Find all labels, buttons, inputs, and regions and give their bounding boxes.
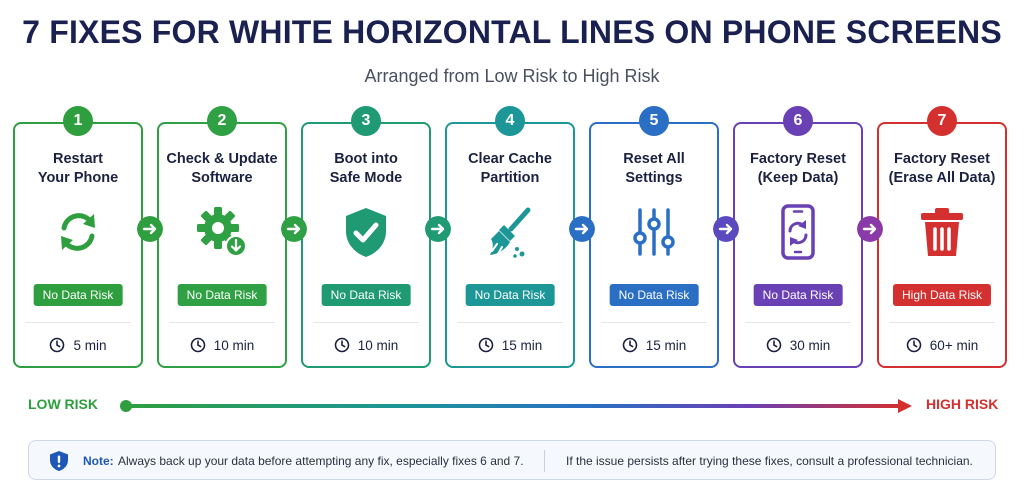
- step-number-6: 6: [783, 106, 813, 136]
- step-title: Restart Your Phone: [37, 151, 119, 186]
- time-value: 30 min: [789, 337, 831, 353]
- note-text-backup: Always back up your data before attempti…: [118, 454, 524, 468]
- time-estimate: 10 min: [159, 332, 285, 358]
- step-card-3: Boot into Safe Mode No Data Risk 10 min: [301, 122, 431, 368]
- time-value: 10 min: [213, 337, 255, 353]
- step-number-2: 2: [207, 106, 237, 136]
- clock-icon: [622, 337, 638, 353]
- arrow-right-icon: [569, 216, 595, 242]
- phone-sync-icon: [781, 204, 815, 260]
- clock-icon: [766, 337, 782, 353]
- low-risk-label: LOW RISK: [28, 396, 98, 412]
- step-card-4: Clear Cache Partition No Data Risk 15 mi…: [445, 122, 575, 368]
- card-divider: [889, 322, 995, 323]
- note-box: Note: Always back up your data before at…: [28, 440, 996, 480]
- step-title: Check & Update Software: [166, 151, 278, 186]
- risk-badge: No Data Risk: [321, 284, 411, 306]
- settings-update-icon: [197, 207, 247, 257]
- clock-icon: [478, 337, 494, 353]
- step-card-1: Restart Your Phone No Data Risk 5 min: [13, 122, 143, 368]
- risk-badge: No Data Risk: [465, 284, 555, 306]
- high-risk-label: HIGH RISK: [926, 396, 999, 412]
- step-title: Clear Cache Partition: [468, 151, 552, 186]
- note-text-technician: If the issue persists after trying these…: [566, 454, 973, 468]
- step-card-5: Reset All Settings No Data Risk 15 min: [589, 122, 719, 368]
- note-divider: [544, 450, 545, 472]
- step-number-5: 5: [639, 106, 669, 136]
- card-divider: [457, 322, 563, 323]
- time-estimate: 30 min: [735, 332, 861, 358]
- arrow-right-icon: [857, 216, 883, 242]
- time-value: 15 min: [645, 337, 687, 353]
- time-estimate: 15 min: [591, 332, 717, 358]
- step-number-4: 4: [495, 106, 525, 136]
- sliders-icon: [633, 208, 675, 256]
- clock-icon: [50, 337, 65, 353]
- card-divider: [601, 322, 707, 323]
- risk-badge: High Data Risk: [892, 284, 992, 306]
- note-label: Note:: [83, 454, 114, 468]
- step-title: Reset All Settings: [623, 151, 685, 186]
- clock-icon: [334, 337, 350, 353]
- arrow-right-icon: [713, 216, 739, 242]
- time-estimate: 15 min: [447, 332, 573, 358]
- shield-info-icon: [50, 451, 68, 471]
- time-value: 15 min: [501, 337, 543, 353]
- time-estimate: 60+ min: [879, 332, 1005, 358]
- shield-check-icon: [346, 208, 386, 257]
- page-title: 7 FIXES FOR WHITE HORIZONTAL LINES ON PH…: [22, 14, 1002, 50]
- step-title: Factory Reset (Keep Data): [750, 151, 846, 186]
- risk-badge: No Data Risk: [753, 284, 843, 306]
- clock-icon: [906, 337, 922, 353]
- page-subtitle: Arranged from Low Risk to High Risk: [364, 66, 660, 86]
- clock-icon: [190, 337, 206, 353]
- card-divider: [169, 322, 275, 323]
- step-card-2: Check & Update Software No Data Risk 10 …: [157, 122, 287, 368]
- step-card-7: Factory Reset (Erase All Data) High Data…: [877, 122, 1007, 368]
- card-divider: [745, 322, 851, 323]
- step-number-7: 7: [927, 106, 957, 136]
- risk-badge: No Data Risk: [609, 284, 699, 306]
- time-value: 60+ min: [929, 337, 979, 353]
- arrow-right-icon: [137, 216, 163, 242]
- time-estimate: 10 min: [303, 332, 429, 358]
- step-title: Factory Reset (Erase All Data): [888, 151, 996, 186]
- arrow-right-icon: [281, 216, 307, 242]
- arrow-right-icon: [425, 216, 451, 242]
- trash-icon: [921, 208, 963, 256]
- step-number-1: 1: [63, 106, 93, 136]
- card-divider: [313, 322, 419, 323]
- step-title: Boot into Safe Mode: [329, 151, 403, 186]
- risk-badge: No Data Risk: [177, 284, 267, 306]
- restart-icon: [61, 213, 95, 251]
- card-divider: [25, 322, 131, 323]
- time-value: 5 min: [73, 337, 107, 353]
- risk-badge: No Data Risk: [33, 284, 123, 306]
- risk-scale-arrow: [120, 399, 912, 413]
- broom-icon: [490, 207, 531, 258]
- step-card-6: Factory Reset (Keep Data) No Data Risk 3…: [733, 122, 863, 368]
- step-number-3: 3: [351, 106, 381, 136]
- time-value: 10 min: [357, 337, 399, 353]
- time-estimate: 5 min: [15, 332, 141, 358]
